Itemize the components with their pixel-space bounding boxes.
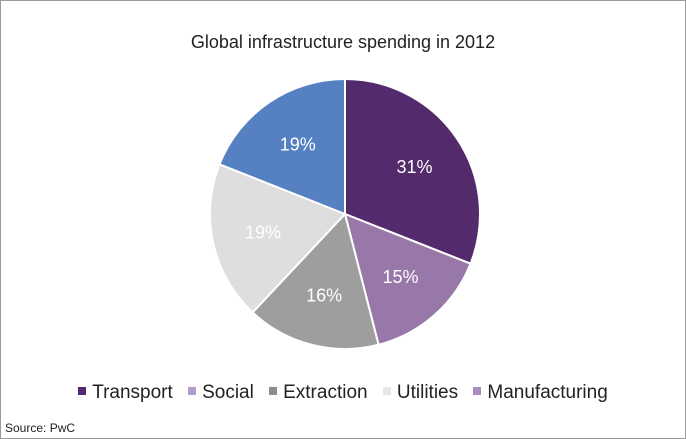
legend-swatch [269,387,278,395]
pie-slice-transport [344,77,481,265]
legend-item-social: Social [188,382,254,404]
legend-swatch [382,387,391,395]
pie-slice-social [343,212,472,346]
legend-label: Extraction [283,382,368,403]
legend-item-extraction: Extraction [269,382,368,404]
legend-swatch [188,387,197,395]
data-label-social: 15% [383,267,419,287]
data-label-extraction: 16% [306,285,342,305]
chart-title: Global infrastructure spending in 2012 [190,32,496,52]
pie-slices [209,77,481,350]
chart-legend: Transport Social Extraction Utilities Ma… [0,382,686,404]
legend-item-manufacturing: Manufacturing [473,382,608,404]
legend-swatch [78,387,87,395]
legend-swatch [473,387,482,395]
legend-label: Utilities [396,382,459,403]
pie-slice-manufacturing [218,77,346,216]
data-label-utilities: 19% [245,222,281,242]
legend-item-utilities: Utilities [382,382,459,404]
data-label-manufacturing: 19% [280,135,316,155]
legend-label: Transport [92,382,173,403]
source-note: Source: PwC [5,421,76,435]
pie-slice-extraction [251,211,380,350]
legend-label: Manufacturing [487,382,608,403]
legend-item-transport: Transport [78,382,173,404]
data-label-transport: 31% [396,157,432,177]
legend-label: Social [202,382,254,403]
pie-labels: 31% 15% 16% 19% 19% [245,135,432,306]
